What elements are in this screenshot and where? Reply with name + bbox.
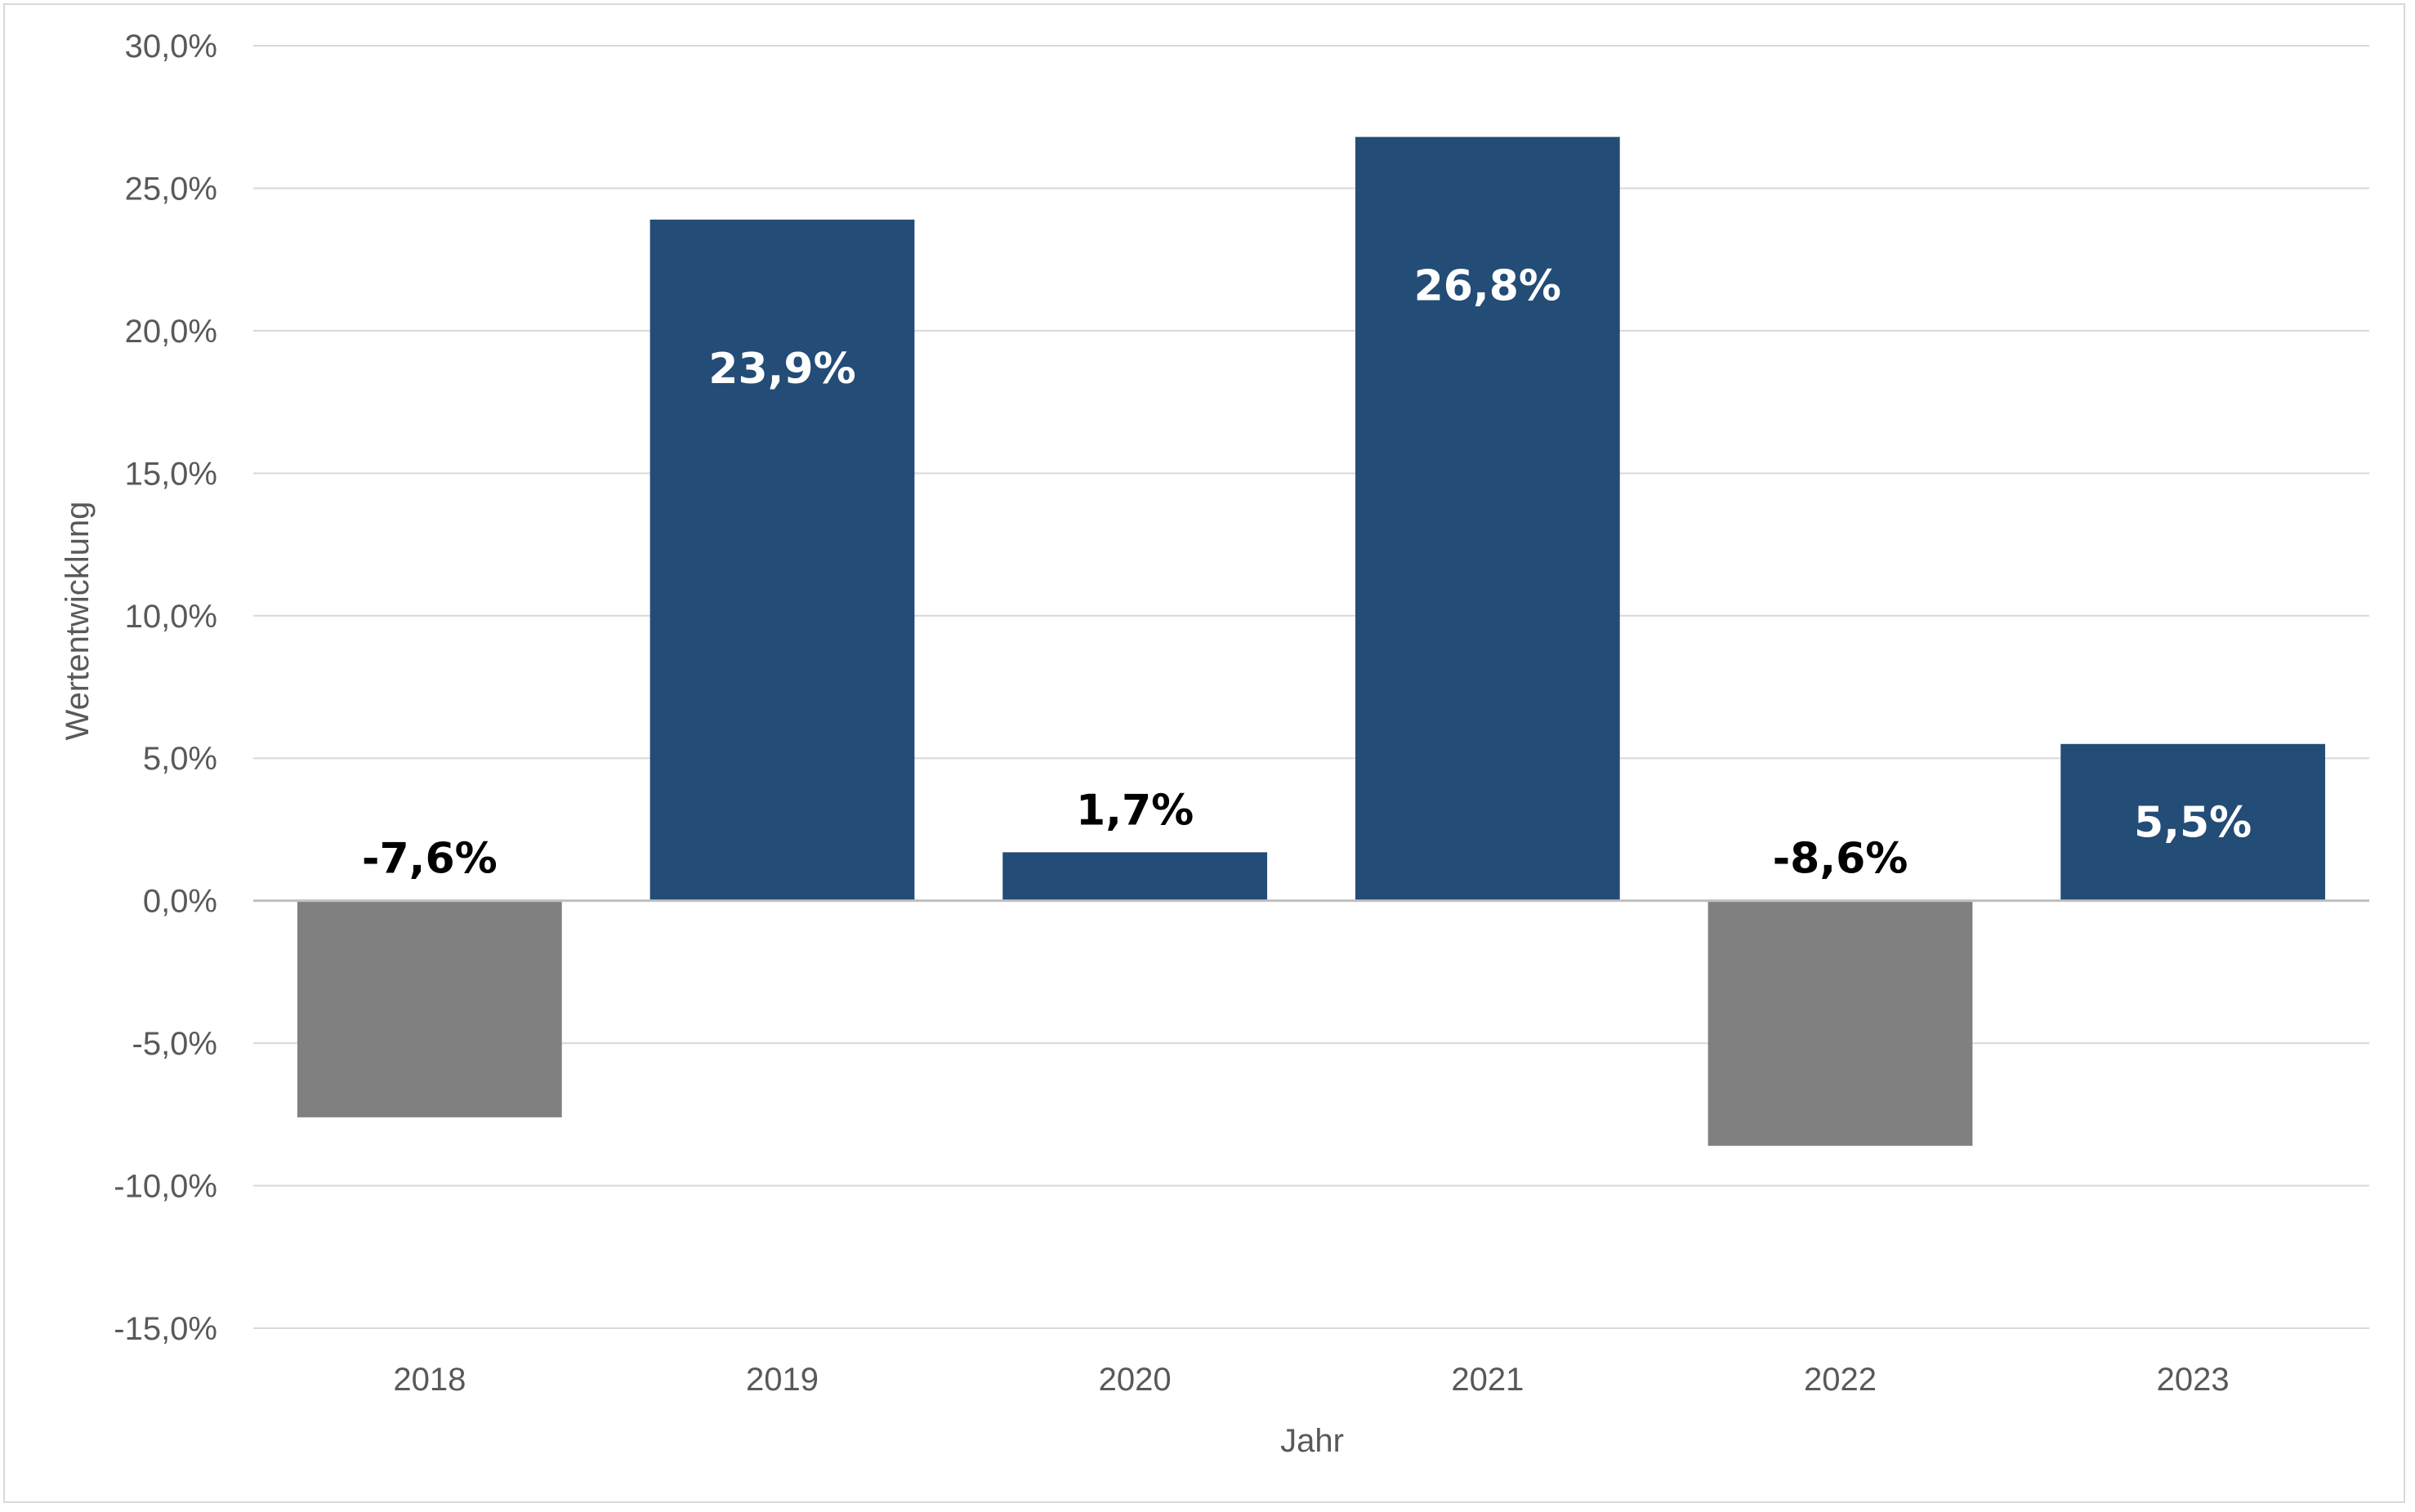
- y-tick-label: 5,0%: [143, 741, 217, 777]
- y-tick-label: 10,0%: [125, 599, 217, 635]
- x-tick-label: 2020: [1099, 1362, 1172, 1398]
- x-tick-label: 2018: [393, 1362, 466, 1398]
- y-tick-label: 20,0%: [125, 314, 217, 350]
- bar-2019: [650, 219, 915, 901]
- x-tick-label: 2019: [746, 1362, 819, 1398]
- x-axis-ticks: 2018 2019 2020 2021 2022 2023: [393, 1362, 2229, 1398]
- data-label-2018: -7,6%: [362, 835, 498, 884]
- gridlines: [253, 45, 2369, 1329]
- y-tick-label: -15,0%: [114, 1311, 217, 1347]
- data-label-2019: 23,9%: [708, 345, 855, 394]
- y-axis-title: Wertentwicklung: [60, 502, 96, 741]
- y-tick-label: -5,0%: [132, 1026, 218, 1062]
- y-tick-label: -10,0%: [114, 1169, 217, 1205]
- x-tick-label: 2021: [1451, 1362, 1524, 1398]
- x-tick-label: 2022: [1804, 1362, 1877, 1398]
- y-tick-label: 15,0%: [125, 456, 217, 492]
- bar-2021: [1355, 136, 1620, 901]
- bar-2022: [1707, 900, 1973, 1146]
- bar-2018: [297, 900, 562, 1117]
- bar-2020: [1002, 852, 1268, 901]
- y-tick-label: 0,0%: [143, 884, 217, 920]
- chart-frame: [3, 3, 2405, 1503]
- x-tick-label: 2023: [2157, 1362, 2230, 1398]
- bar-2023: [2060, 743, 2326, 901]
- data-labels: -7,6% 23,9% 1,7% 26,8% -8,6% 5,5%: [362, 262, 2252, 884]
- bars: [297, 136, 2326, 1146]
- data-label-2023: 5,5%: [2134, 799, 2252, 848]
- y-tick-label: 25,0%: [125, 171, 217, 207]
- y-axis-ticks: 30,0% 25,0% 20,0% 15,0% 10,0% 5,0% 0,0% -5,0% -1…: [114, 29, 217, 1347]
- data-label-2020: 1,7%: [1076, 786, 1194, 835]
- data-label-2022: -8,6%: [1773, 835, 1908, 884]
- data-label-2021: 26,8%: [1414, 262, 1561, 311]
- y-tick-label: 30,0%: [125, 29, 217, 65]
- x-axis-title: Jahr: [1280, 1423, 1344, 1459]
